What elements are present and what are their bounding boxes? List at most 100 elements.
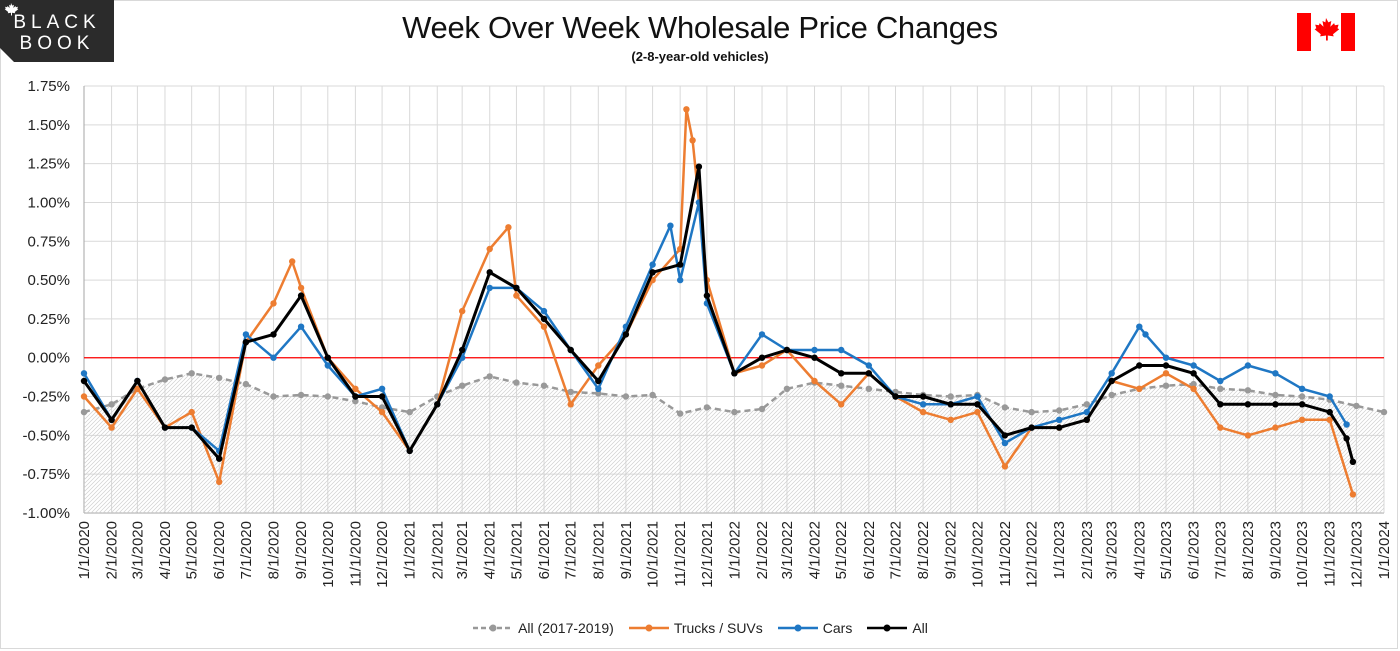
legend-swatch-cars [777,624,818,632]
y-tick-label: -0.75% [22,466,70,483]
data-point-trucks [1326,416,1333,423]
data-point-all [216,455,223,462]
y-tick-label: -0.25% [22,389,70,406]
x-tick-label: 6/1/2021 [536,521,553,579]
data-point-baseline [242,380,250,388]
data-point-all [1326,408,1333,416]
x-tick-label: 7/1/2022 [887,521,904,579]
y-tick-label: 0.25% [27,311,70,328]
data-point-cars [270,354,277,361]
data-point-baseline [649,391,656,399]
flag-right-band [1341,13,1355,51]
data-point-baseline [513,379,520,386]
x-tick-label: 2/1/2021 [429,521,446,579]
x-tick-label: 7/1/2021 [563,521,580,579]
x-tick-label: 2/1/2023 [1079,521,1096,579]
data-point-all [649,269,656,276]
data-point-cars [758,331,766,338]
data-point-cars [1083,408,1091,416]
x-tick-label: 11/1/2020 [347,521,364,587]
data-point-trucks [505,224,512,231]
data-point-all [161,424,169,431]
chart-title: Week Over Week Wholesale Price Changes [402,10,998,45]
x-tick-label: 3/1/2020 [129,521,146,579]
data-point-cars [486,284,493,292]
data-point-cars [80,370,88,377]
x-tick-label: 1/1/2024 [1376,521,1393,579]
legend: All (2017-2019) Trucks / SUVs Cars All [0,620,1400,636]
data-point-all [378,393,386,400]
data-point-baseline [1244,387,1252,394]
data-point-cars [1217,377,1224,385]
data-point-cars [1136,323,1143,330]
data-point-baseline [540,382,548,389]
x-tick-label: 6/1/2020 [211,521,228,579]
legend-label-all: All [912,620,928,636]
legend-item-all[interactable]: All [866,620,928,636]
x-tick-label: 2/1/2022 [754,521,771,579]
data-point-all [1136,362,1143,369]
data-point-all [622,331,630,338]
y-tick-label: 1.25% [27,156,70,173]
y-tick-label: 1.50% [27,117,70,134]
baseline-shaded-area [84,373,1384,513]
x-axis: 1/1/2020 2/1/2020 3/1/2020 4/1/2020 5/1/2020… [76,521,1393,588]
x-tick-label: 9/1/2022 [943,521,960,579]
data-point-all [1217,401,1224,408]
data-point-trucks [352,385,359,392]
x-tick-label: 6/1/2023 [1186,521,1203,579]
x-tick-label: 12/1/2023 [1348,521,1365,588]
y-axis: 1.75% 1.50% 1.25% 1.00% 0.75% 0.50% 0.25% 0.00%… [22,78,70,522]
x-tick-label: 1/1/2023 [1051,521,1068,579]
data-point-all [297,292,305,299]
x-tick-label: 4/1/2023 [1131,521,1148,579]
data-point-trucks [1272,424,1279,431]
data-point-baseline [352,398,359,405]
data-point-all [1343,435,1350,442]
data-point-all [1083,416,1091,423]
x-tick-label: 3/1/2021 [454,521,471,579]
y-tick-label: -0.50% [22,427,70,444]
data-point-trucks [1217,424,1224,431]
data-point-all [242,339,250,346]
data-point-cars [1162,354,1170,361]
data-point-baseline [188,370,195,377]
data-point-baseline [1272,391,1279,399]
y-tick-label: -1.00% [22,505,70,522]
legend-item-baseline[interactable]: All (2017-2019) [472,620,614,636]
data-point-baseline [1217,385,1224,392]
legend-swatch-trucks [628,624,669,632]
x-tick-label: 4/1/2020 [157,521,174,579]
data-point-all [406,447,413,455]
data-point-baseline [1056,407,1063,414]
data-point-trucks [80,393,88,400]
x-tick-label: 1/1/2022 [726,521,743,579]
data-point-trucks [1162,370,1170,377]
data-point-cars [1298,385,1306,392]
legend-item-cars[interactable]: Cars [777,620,852,636]
data-point-cars [324,362,331,369]
data-point-trucks [1244,432,1252,439]
data-point-all [270,331,277,338]
data-point-all [486,269,493,276]
chart-subtitle: (2-8-year-old vehicles) [631,49,769,64]
data-point-cars [595,385,602,392]
x-tick-label: 1/1/2021 [402,521,419,579]
flag-maple-leaf [1314,18,1340,41]
data-point-trucks [567,401,574,408]
data-point-trucks [216,478,223,486]
data-point-trucks [486,245,493,253]
series-line-trucks [83,108,1355,495]
x-tick-label: 4/1/2021 [482,521,499,579]
data-point-cars [667,222,674,229]
x-tick-label: 5/1/2020 [184,521,201,579]
data-point-trucks [1349,491,1357,498]
data-point-trucks [758,362,766,369]
data-point-cars [1190,362,1197,369]
data-point-cars [1056,416,1063,423]
x-tick-label: 3/1/2023 [1104,521,1121,579]
legend-item-trucks[interactable]: Trucks / SUVs [628,620,763,636]
data-point-baseline [1108,391,1115,399]
data-point-trucks [1136,385,1143,392]
data-point-baseline [324,393,331,400]
